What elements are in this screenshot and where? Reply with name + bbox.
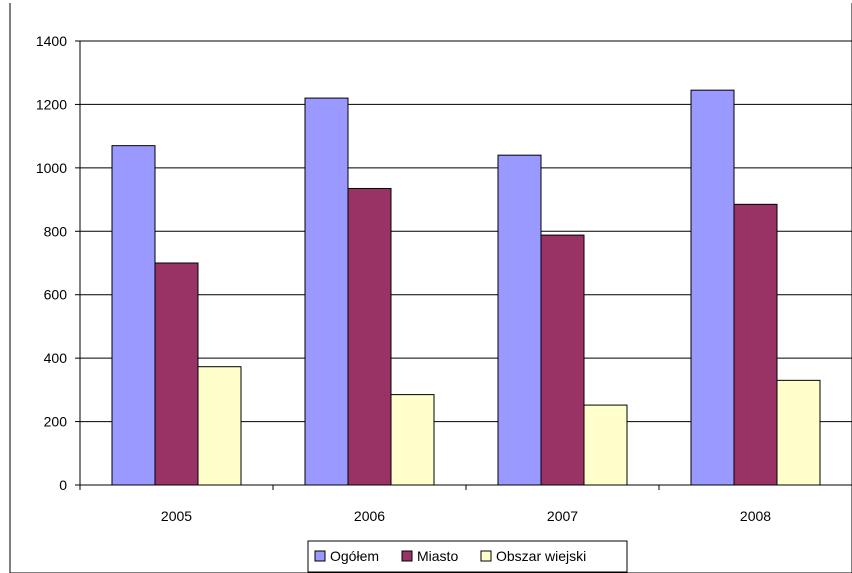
bar-obszar-wiejski-2005 [197,366,242,486]
y-tick-label: 1000 [36,160,67,176]
y-tick-label: 1200 [36,96,67,112]
y-tick-label: 1400 [36,33,67,49]
x-tick-label: 2008 [740,508,771,524]
legend-swatch-obszar-wiejski [480,550,492,562]
bars [111,89,821,486]
x-tick-label: 2007 [547,508,578,524]
legend-label: Ogółem [330,548,379,564]
bar-miasto-2005 [154,262,199,486]
cropped-caption-strip [0,0,852,3]
bar-obszar-wiejski-2007 [583,404,628,486]
y-tick-labels: 0 200 400 600 800 1000 1200 1400 [36,33,67,493]
bar-ogółem-2005 [111,145,156,486]
bar-ogółem-2008 [690,89,735,486]
axes [75,40,852,490]
bar-ogółem-2007 [497,154,542,486]
legend-label: Miasto [417,548,458,564]
y-tick-label: 0 [59,477,67,493]
x-tick-labels: 2005 2006 2007 2008 [161,508,771,524]
legend-swatch-ogółem [314,550,326,562]
legend: Ogółem Miasto Obszar wiejski [307,540,628,573]
bar-miasto-2006 [347,187,392,486]
bar-miasto-2007 [540,234,585,486]
bar-obszar-wiejski-2006 [390,394,435,486]
bar-obszar-wiejski-2008 [776,379,821,486]
y-tick-label: 400 [44,350,68,366]
x-tick-label: 2006 [354,508,385,524]
bar-ogółem-2006 [304,97,349,486]
legend-label: Obszar wiejski [496,548,586,564]
x-tick-label: 2005 [161,508,192,524]
legend-swatch-miasto [401,550,413,562]
y-tick-label: 200 [44,414,68,430]
y-tick-label: 600 [44,287,68,303]
bar-miasto-2008 [733,203,778,486]
legend-box [307,540,628,573]
y-tick-label: 800 [44,223,68,239]
